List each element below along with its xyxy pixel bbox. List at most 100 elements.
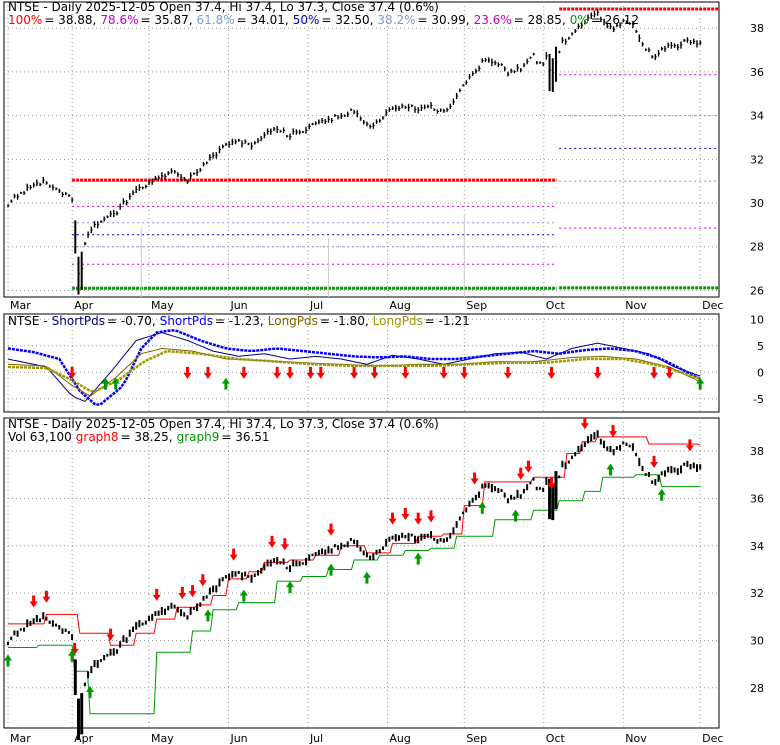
x-tick-label: Nov [625,732,647,745]
legend-value-long_slow: = -1.21 [425,314,470,328]
sell-signal-arrow [609,425,618,438]
channel-lines [8,436,701,715]
buy-signal-arrow [414,552,423,565]
legend-label-fib_618: 61.8% [197,13,235,27]
buy-signal-arrow [68,649,77,662]
y-tick-label: 36 [750,66,764,79]
sell-signal-arrow [470,472,479,485]
sell-signal-arrow [268,535,277,548]
buy-signal-arrow [657,488,666,501]
sell-signal-arrow [524,460,533,473]
y-tick-label: 28 [750,682,764,695]
y-tick-label: 36 [750,492,764,505]
channel-y-axis: 28 30 32 34 36 38 [750,445,764,695]
x-tick-label: Oct [546,732,566,745]
x-tick-label: Jun [229,299,247,312]
legend-value-fib_0: = 26.12 [591,13,639,27]
oscillator-panel-grid [4,314,719,412]
sell-signal-arrow [580,417,589,430]
x-tick-label: Oct [546,299,566,312]
sell-signal-arrow [152,588,161,601]
channel-panel-frame [3,417,720,729]
x-tick-label: Jun [229,732,247,745]
y-tick-label: 30 [750,634,764,647]
buy-signal-arrow [221,377,230,390]
channel-line-graph9 [8,474,701,715]
price-bars [7,8,702,295]
y-tick-label: 5 [757,340,764,353]
oscillator-lines [7,329,701,406]
sell-signal-arrow [650,366,659,379]
sell-signal-arrow [286,366,294,379]
oscillator-y-axis: -5 0 5 10 [750,313,764,405]
legend-label-fib_50: 50% [293,13,320,27]
buy-signal-arrow [86,685,95,698]
x-tick-label: May [151,299,174,312]
x-tick-label: Sep [466,299,487,312]
y-tick-label: 0 [757,366,764,379]
fibonacci-legend: 100% = 38.88, 78.6% = 35.87, 61.8% = 34.01, 50… [8,13,639,27]
sell-signal-arrow [516,467,525,480]
channel-signals [4,417,694,698]
x-tick-label: Sep [466,732,487,745]
y-tick-label: -5 [753,393,764,406]
buy-signal-arrow [101,377,110,390]
sell-signal-arrow [401,366,410,379]
x-tick-label: Jul [309,299,323,312]
legend-label-graph8: graph8 [76,430,119,444]
y-tick-label: 30 [750,197,764,210]
x-tick-label: Jul [309,732,323,745]
legend-value-fib_50: = 32.50, [321,13,373,27]
sell-signal-arrow [306,366,315,379]
y-tick-label: 32 [750,153,764,166]
oscillator-line-long_fast [7,347,701,397]
buy-signal-arrow [203,609,212,622]
legend-label-graph9: graph9 [177,430,220,444]
legend-label-short_fast: ShortPds [52,314,105,328]
sell-signal-arrow [280,538,289,551]
x-tick-label: Dec [702,299,723,312]
legend-label-fib_0: 0% [570,13,589,27]
x-tick-label: Apr [74,299,94,312]
sell-signal-arrow [665,366,674,379]
x-tick-label: Mar [10,299,31,312]
buy-signal-arrow [362,571,371,584]
legend-value-graph9: = 36.51 [221,430,269,444]
sell-signal-arrow [316,366,325,379]
channel-panel-title: NTSE - Daily 2025-12-05 Open 37.4, Hi 37… [8,417,439,431]
sell-signal-arrow [350,366,359,379]
channel-price-bars [7,430,702,740]
legend-value-graph8: = 38.25, [121,430,173,444]
y-tick-label: 10 [750,313,764,326]
price-panel-title: NTSE - Daily 2025-12-05 Open 37.4, Hi 37… [8,0,439,14]
sell-signal-arrow [593,366,602,379]
sell-signal-arrow [188,585,197,598]
sell-signal-arrow [427,510,435,523]
price-panel-y-axis: 26 28 30 32 34 36 38 [750,22,764,297]
legend-ticker: NTSE - [8,314,48,328]
sell-signal-arrow [547,477,556,490]
sell-signal-arrow [273,366,282,379]
sell-signal-arrow [370,366,379,379]
sell-signal-arrow [503,366,512,379]
sell-signal-arrow [183,366,192,379]
buy-signal-arrow [696,377,705,390]
legend-label-long_fast: LongPds [268,314,318,328]
sell-signal-arrow [327,523,336,536]
oscillator-signals [68,366,705,390]
buy-signal-arrow [4,654,12,667]
x-tick-label: Aug [389,732,410,745]
sell-signal-arrow [198,574,207,587]
legend-label-fib_786: 78.6% [100,13,138,27]
legend-label-long_slow: LongPds [373,314,423,328]
channel-x-axis: Mar Apr May Jun Jul Aug Sep Oct Nov Dec [10,732,723,745]
y-tick-label: 32 [750,587,764,600]
price-panel-frame [3,1,720,298]
sell-signal-arrow [401,507,410,520]
legend-value-short_fast: = -0.70, [107,314,156,328]
y-tick-label: 26 [750,284,764,297]
x-tick-label: Apr [74,732,94,745]
buy-signal-arrow [239,589,248,602]
legend-value-long_fast: = -1.80, [320,314,369,328]
